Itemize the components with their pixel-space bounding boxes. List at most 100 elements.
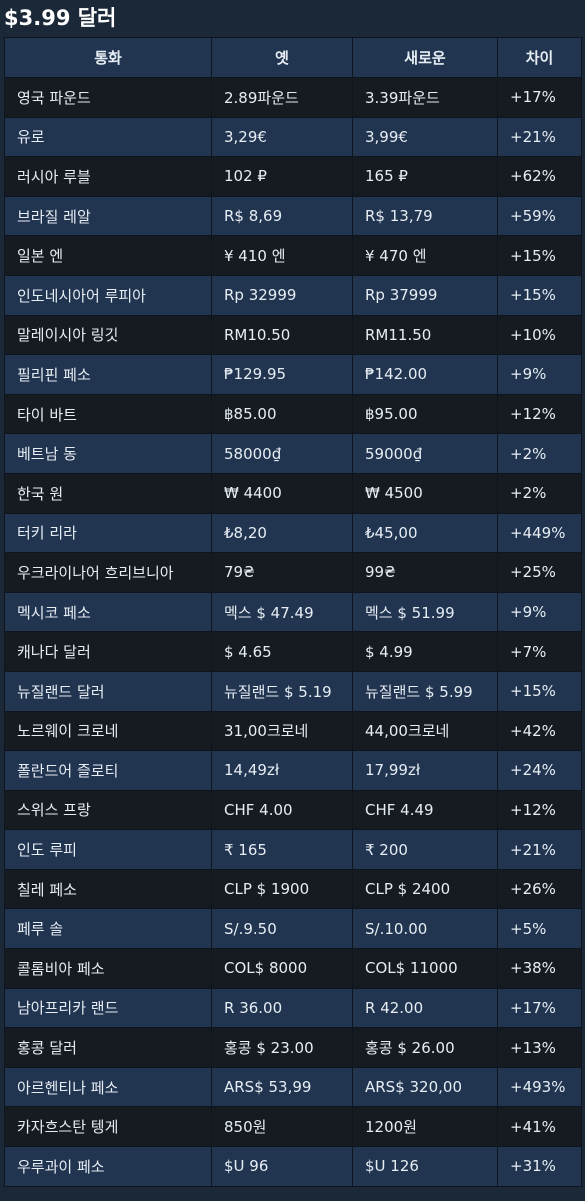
cell-old-price: ₺8,20 — [211, 512, 353, 554]
table-row: 우크라이나어 흐리브니아 79₴ 99₴ +25% — [4, 552, 582, 593]
table-row: 콜롬비아 페소 COL$ 8000 COL$ 11000 +38% — [4, 948, 582, 989]
cell-currency: 콜롬비아 페소 — [4, 948, 212, 989]
cell-difference: +21% — [497, 829, 582, 870]
table-row: 남아프리카 랜드 R 36.00 R 42.00 +17% — [4, 987, 582, 1029]
cell-currency: 칠레 페소 — [4, 868, 212, 910]
cell-old-price: R 36.00 — [211, 987, 353, 1029]
cell-new-price: 1200원 — [352, 1106, 498, 1148]
cell-currency: 터키 리라 — [4, 512, 212, 554]
cell-old-price: ฿85.00 — [211, 393, 353, 435]
cell-currency: 아르헨티나 페소 — [4, 1066, 212, 1108]
cell-currency: 한국 원 — [4, 472, 212, 514]
cell-currency: 러시아 루블 — [4, 156, 212, 197]
table-row: 칠레 페소 CLP $ 1900 CLP $ 2400 +26% — [4, 868, 582, 910]
cell-new-price: 44,00크로네 — [352, 710, 498, 752]
cell-new-price: ฿95.00 — [352, 393, 498, 435]
header-currency: 통화 — [4, 37, 212, 78]
cell-difference: +2% — [497, 472, 582, 514]
cell-old-price: 102 ₽ — [211, 156, 353, 197]
cell-new-price: 165 ₽ — [352, 156, 498, 197]
cell-currency: 일본 엔 — [4, 235, 212, 276]
table-row: 스위스 프랑 CHF 4.00 CHF 4.49 +12% — [4, 789, 582, 831]
header-difference: 차이 — [497, 37, 582, 78]
table-row: 브라질 레알 R$ 8,69 R$ 13,79 +59% — [4, 195, 582, 237]
cell-old-price: Rp 32999 — [211, 274, 353, 316]
cell-currency: 멕시코 페소 — [4, 591, 212, 633]
cell-old-price: 멕스 $ 47.49 — [211, 591, 353, 633]
table-row: 인도네시아어 루피아 Rp 32999 Rp 37999 +15% — [4, 274, 582, 316]
cell-currency: 스위스 프랑 — [4, 789, 212, 831]
cell-new-price: ARS$ 320,00 — [352, 1066, 498, 1108]
cell-new-price: CHF 4.49 — [352, 789, 498, 831]
cell-difference: +21% — [497, 116, 582, 158]
cell-old-price: 31,00크로네 — [211, 710, 353, 752]
cell-new-price: 홍콩 $ 26.00 — [352, 1027, 498, 1068]
table-row: 우루과이 페소 $U 96 $U 126 +31% — [4, 1146, 582, 1187]
cell-currency: 캐나다 달러 — [4, 631, 212, 672]
table-row: 베트남 동 58000₫ 59000₫ +2% — [4, 433, 582, 474]
cell-new-price: 뉴질랜드 $ 5.99 — [352, 670, 498, 712]
cell-currency: 인도네시아어 루피아 — [4, 274, 212, 316]
table-row: 필리핀 페소 ₱129.95 ₱142.00 +9% — [4, 354, 582, 395]
table-body: 영국 파운드 2.89파운드 3.39파운드 +17% 유로 3,29€ 3,99€ +21%… — [4, 77, 582, 1187]
cell-currency: 베트남 동 — [4, 433, 212, 474]
header-row: 통화 옛 새로운 차이 — [4, 37, 582, 78]
cell-old-price: ¥ 410 엔 — [211, 235, 353, 276]
cell-old-price: 2.89파운드 — [211, 77, 353, 118]
cell-difference: +449% — [497, 512, 582, 554]
table-row: 터키 리라 ₺8,20 ₺45,00 +449% — [4, 512, 582, 554]
cell-old-price: R$ 8,69 — [211, 195, 353, 237]
cell-new-price: ₩ 4500 — [352, 472, 498, 514]
table-row: 폴란드어 즐로티 14,49zł 17,99zł +24% — [4, 750, 582, 791]
cell-old-price: ₱129.95 — [211, 354, 353, 395]
cell-currency: 홍콩 달러 — [4, 1027, 212, 1068]
table-row: 홍콩 달러 홍콩 $ 23.00 홍콩 $ 26.00 +13% — [4, 1027, 582, 1068]
cell-currency: 우크라이나어 흐리브니아 — [4, 552, 212, 593]
cell-old-price: $U 96 — [211, 1146, 353, 1187]
cell-old-price: 뉴질랜드 $ 5.19 — [211, 670, 353, 712]
cell-difference: +5% — [497, 908, 582, 950]
cell-old-price: COL$ 8000 — [211, 948, 353, 989]
cell-old-price: ₹ 165 — [211, 829, 353, 870]
cell-old-price: RM10.50 — [211, 314, 353, 356]
cell-difference: +62% — [497, 156, 582, 197]
cell-difference: +25% — [497, 552, 582, 593]
table-row: 뉴질랜드 달러 뉴질랜드 $ 5.19 뉴질랜드 $ 5.99 +15% — [4, 670, 582, 712]
cell-difference: +493% — [497, 1066, 582, 1108]
cell-currency: 말레이시아 링깃 — [4, 314, 212, 356]
table-row: 영국 파운드 2.89파운드 3.39파운드 +17% — [4, 77, 582, 118]
table-row: 인도 루피 ₹ 165 ₹ 200 +21% — [4, 829, 582, 870]
cell-old-price: $ 4.65 — [211, 631, 353, 672]
cell-difference: +9% — [497, 354, 582, 395]
cell-old-price: CHF 4.00 — [211, 789, 353, 831]
cell-difference: +24% — [497, 750, 582, 791]
cell-old-price: 850원 — [211, 1106, 353, 1148]
cell-currency: 페루 솔 — [4, 908, 212, 950]
table-row: 말레이시아 링깃 RM10.50 RM11.50 +10% — [4, 314, 582, 356]
cell-new-price: 17,99zł — [352, 750, 498, 791]
cell-new-price: COL$ 11000 — [352, 948, 498, 989]
table-row: 아르헨티나 페소 ARS$ 53,99 ARS$ 320,00 +493% — [4, 1066, 582, 1108]
cell-currency: 폴란드어 즐로티 — [4, 750, 212, 791]
cell-difference: +41% — [497, 1106, 582, 1148]
cell-new-price: $U 126 — [352, 1146, 498, 1187]
cell-new-price: 59000₫ — [352, 433, 498, 474]
table-row: 타이 바트 ฿85.00 ฿95.00 +12% — [4, 393, 582, 435]
cell-new-price: RM11.50 — [352, 314, 498, 356]
cell-old-price: 58000₫ — [211, 433, 353, 474]
table-row: 멕시코 페소 멕스 $ 47.49 멕스 $ 51.99 +9% — [4, 591, 582, 633]
cell-new-price: $ 4.99 — [352, 631, 498, 672]
cell-currency: 브라질 레알 — [4, 195, 212, 237]
cell-old-price: CLP $ 1900 — [211, 868, 353, 910]
cell-difference: +10% — [497, 314, 582, 356]
table-row: 일본 엔 ¥ 410 엔 ¥ 470 엔 +15% — [4, 235, 582, 276]
cell-new-price: S/.10.00 — [352, 908, 498, 950]
cell-new-price: ₺45,00 — [352, 512, 498, 554]
cell-currency: 유로 — [4, 116, 212, 158]
cell-difference: +42% — [497, 710, 582, 752]
cell-difference: +17% — [497, 987, 582, 1029]
cell-old-price: S/.9.50 — [211, 908, 353, 950]
cell-difference: +38% — [497, 948, 582, 989]
cell-new-price: R$ 13,79 — [352, 195, 498, 237]
cell-new-price: 3.39파운드 — [352, 77, 498, 118]
